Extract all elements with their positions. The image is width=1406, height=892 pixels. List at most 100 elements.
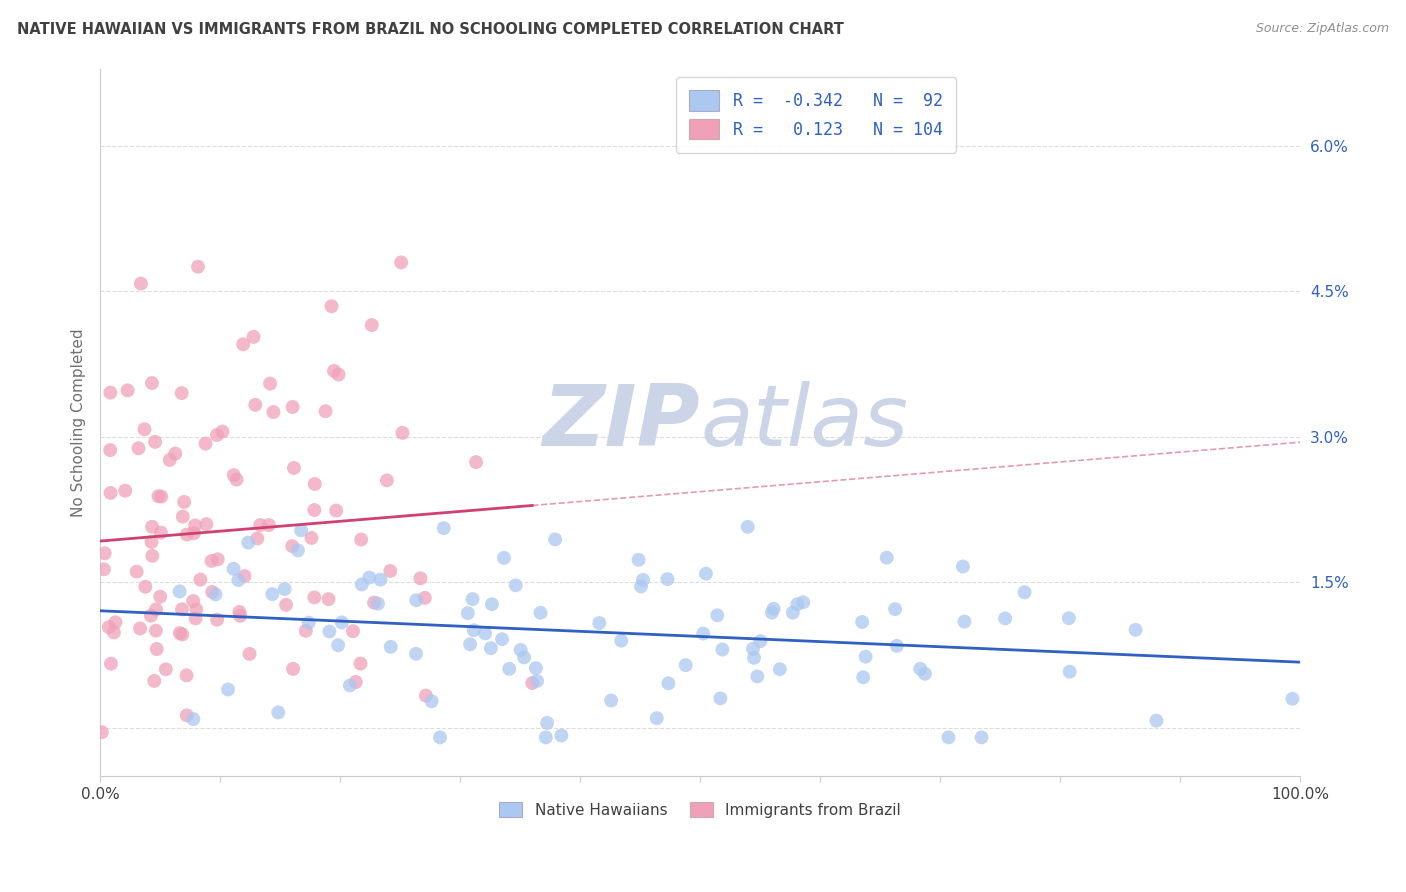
Point: [1125, 623, 1147, 637]
Text: NATIVE HAWAIIAN VS IMMIGRANTS FROM BRAZIL NO SCHOOLING COMPLETED CORRELATION CHA: NATIVE HAWAIIAN VS IMMIGRANTS FROM BRAZI…: [17, 22, 844, 37]
Point: [155, 662, 177, 676]
Point: [588, 616, 610, 631]
Point: [953, 615, 976, 629]
Point: [145, 642, 167, 657]
Point: [342, 624, 364, 639]
Point: [876, 550, 898, 565]
Point: [262, 587, 284, 601]
Point: [100, 486, 122, 500]
Point: [195, 517, 218, 532]
Point: [190, 573, 212, 587]
Point: [409, 571, 432, 585]
Point: [262, 405, 284, 419]
Point: [479, 641, 502, 656]
Point: [301, 531, 323, 545]
Text: ZIP: ZIP: [543, 381, 700, 464]
Point: [786, 597, 808, 611]
Point: [207, 552, 229, 566]
Point: [304, 477, 326, 491]
Point: [141, 535, 163, 549]
Point: [792, 595, 814, 609]
Point: [184, 518, 207, 533]
Point: [141, 520, 163, 534]
Point: [405, 647, 427, 661]
Text: atlas: atlas: [700, 381, 908, 464]
Point: [534, 731, 557, 745]
Point: [742, 641, 765, 656]
Point: [304, 503, 326, 517]
Point: [98, 443, 121, 458]
Point: [762, 602, 785, 616]
Point: [181, 712, 204, 726]
Point: [330, 615, 353, 630]
Point: [283, 461, 305, 475]
Point: [228, 605, 250, 619]
Point: [222, 468, 245, 483]
Point: [360, 318, 382, 332]
Point: [97, 620, 120, 634]
Point: [326, 638, 349, 652]
Point: [205, 428, 228, 442]
Point: [339, 678, 361, 692]
Point: [238, 535, 260, 549]
Point: [143, 434, 166, 449]
Point: [367, 597, 389, 611]
Point: [657, 676, 679, 690]
Point: [1281, 691, 1303, 706]
Point: [463, 624, 485, 638]
Point: [211, 425, 233, 439]
Point: [344, 675, 367, 690]
Point: [290, 524, 312, 538]
Point: [884, 602, 907, 616]
Point: [706, 608, 728, 623]
Point: [675, 658, 697, 673]
Point: [104, 615, 127, 630]
Point: [349, 657, 371, 671]
Point: [245, 398, 267, 412]
Point: [645, 711, 668, 725]
Point: [610, 633, 633, 648]
Point: [910, 662, 932, 676]
Point: [465, 455, 488, 469]
Point: [631, 573, 654, 587]
Point: [375, 474, 398, 488]
Point: [389, 255, 412, 269]
Point: [524, 661, 547, 675]
Point: [139, 608, 162, 623]
Point: [233, 569, 256, 583]
Point: [328, 368, 350, 382]
Point: [429, 731, 451, 745]
Point: [692, 626, 714, 640]
Point: [294, 624, 316, 638]
Point: [458, 637, 481, 651]
Point: [747, 669, 769, 683]
Point: [318, 592, 340, 607]
Point: [526, 673, 548, 688]
Point: [457, 606, 479, 620]
Point: [186, 602, 208, 616]
Point: [170, 602, 193, 616]
Point: [391, 425, 413, 440]
Point: [103, 625, 125, 640]
Point: [165, 446, 187, 460]
Legend: Native Hawaiians, Immigrants from Brazil: Native Hawaiians, Immigrants from Brazil: [492, 794, 908, 825]
Point: [461, 592, 484, 607]
Point: [225, 473, 247, 487]
Point: [238, 647, 260, 661]
Point: [1144, 714, 1167, 728]
Point: [143, 673, 166, 688]
Point: [415, 689, 437, 703]
Point: [242, 330, 264, 344]
Point: [1057, 611, 1080, 625]
Point: [627, 553, 650, 567]
Point: [100, 385, 122, 400]
Point: [181, 594, 204, 608]
Point: [769, 662, 792, 676]
Point: [544, 533, 567, 547]
Point: [204, 587, 226, 601]
Point: [474, 626, 496, 640]
Point: [249, 518, 271, 533]
Point: [148, 489, 170, 503]
Point: [405, 593, 427, 607]
Point: [150, 490, 173, 504]
